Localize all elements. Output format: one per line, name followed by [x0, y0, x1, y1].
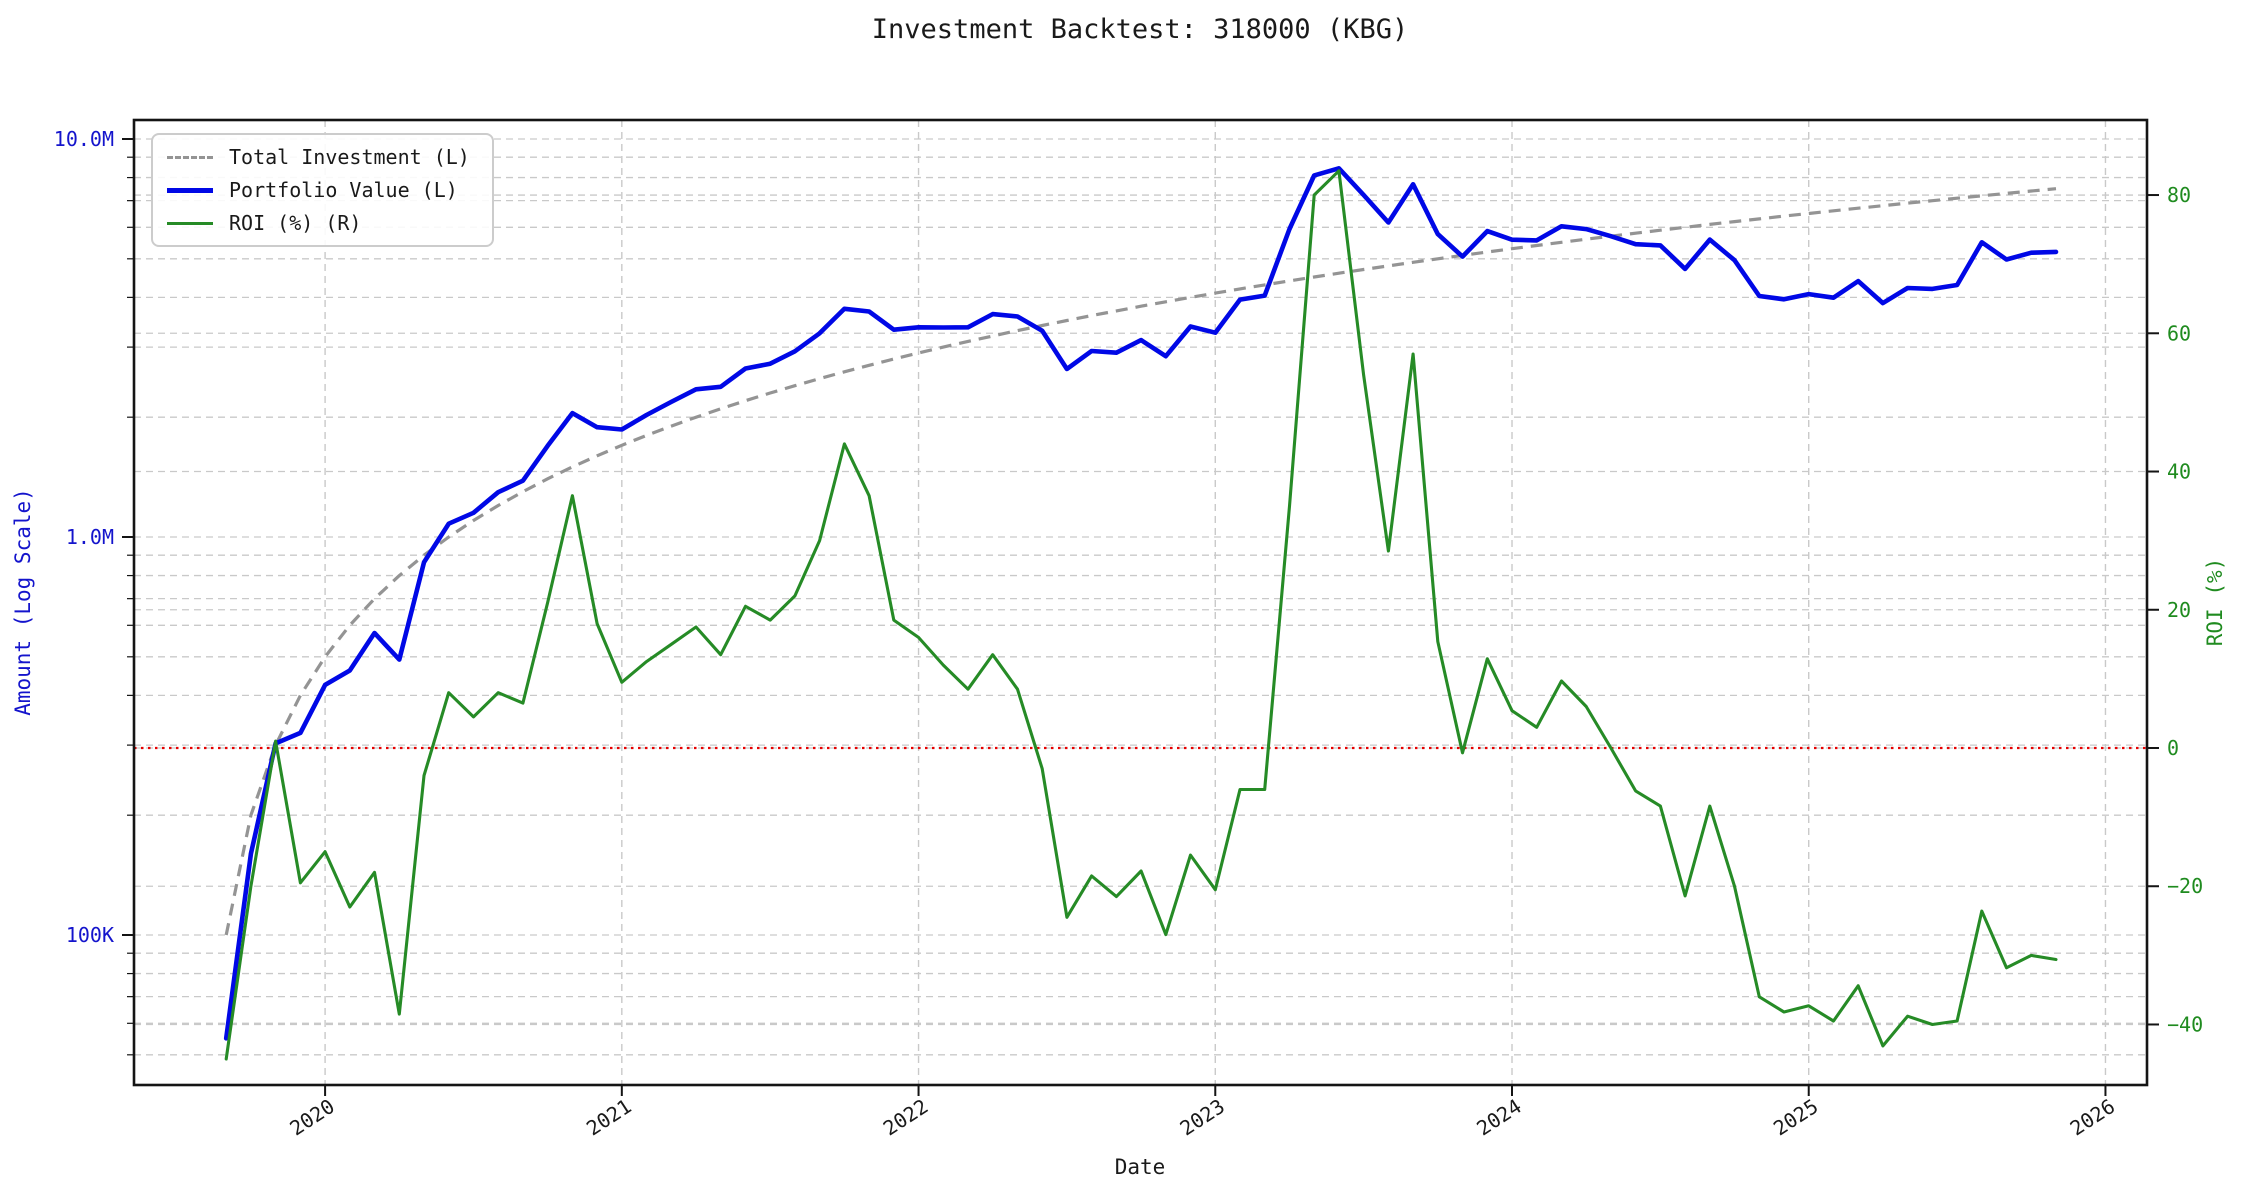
series-layer [134, 166, 2147, 1061]
axis-layer: 2020 2021 2022 2023 2024 2025 2026 10.0M 1.0M 100… [54, 118, 2203, 1140]
chart-legend: Total Investment (L) Portfolio Value (L)… [151, 133, 494, 247]
x-tick-label: 2020 [285, 1094, 338, 1140]
right-axis-label: ROI (%) [2203, 558, 2227, 647]
legend-item-total-investment: Total Investment (L) [167, 145, 470, 169]
portfolio-value-line [223, 166, 2059, 1041]
left-tick-label: 1.0M [66, 525, 114, 549]
right-tick-label: 20 [2167, 598, 2191, 622]
legend-label: ROI (%) (R) [229, 211, 362, 235]
left-axis-label: Amount (Log Scale) [11, 488, 35, 716]
x-tick-label: 2021 [582, 1094, 635, 1140]
portfolio-value-line-swatch [167, 187, 213, 193]
left-tick-label: 10.0M [54, 127, 114, 151]
right-tick-label: 80 [2167, 183, 2191, 207]
left-tick-label: 100K [66, 923, 114, 947]
x-tick-label: 2022 [879, 1094, 932, 1140]
plot-spine [132, 118, 2149, 1087]
legend-label: Portfolio Value (L) [229, 178, 458, 202]
right-tick-label: −40 [2167, 1012, 2203, 1036]
total-investment-line-swatch [167, 155, 213, 159]
x-tick-label: 2023 [1176, 1094, 1229, 1140]
roi-line [224, 169, 2058, 1061]
roi-line-swatch [167, 221, 213, 225]
legend-item-portfolio-value: Portfolio Value (L) [167, 178, 470, 202]
right-tick-label: −20 [2167, 874, 2203, 898]
right-tick-label: 0 [2167, 736, 2179, 760]
chart-title: Investment Backtest: 318000 (KBG) [872, 14, 1408, 45]
grid-layer [134, 120, 2147, 1085]
right-tick-label: 40 [2167, 460, 2191, 484]
legend-label: Total Investment (L) [229, 145, 470, 169]
x-tick-label: 2025 [1769, 1094, 1822, 1140]
legend-item-roi: ROI (%) (R) [167, 211, 470, 235]
right-tick-label: 60 [2167, 321, 2191, 345]
total-investment-line [224, 187, 2057, 936]
x-tick-label: 2024 [1472, 1094, 1525, 1140]
x-tick-label: 2026 [2066, 1094, 2119, 1140]
x-axis-label: Date [1115, 1155, 1166, 1179]
